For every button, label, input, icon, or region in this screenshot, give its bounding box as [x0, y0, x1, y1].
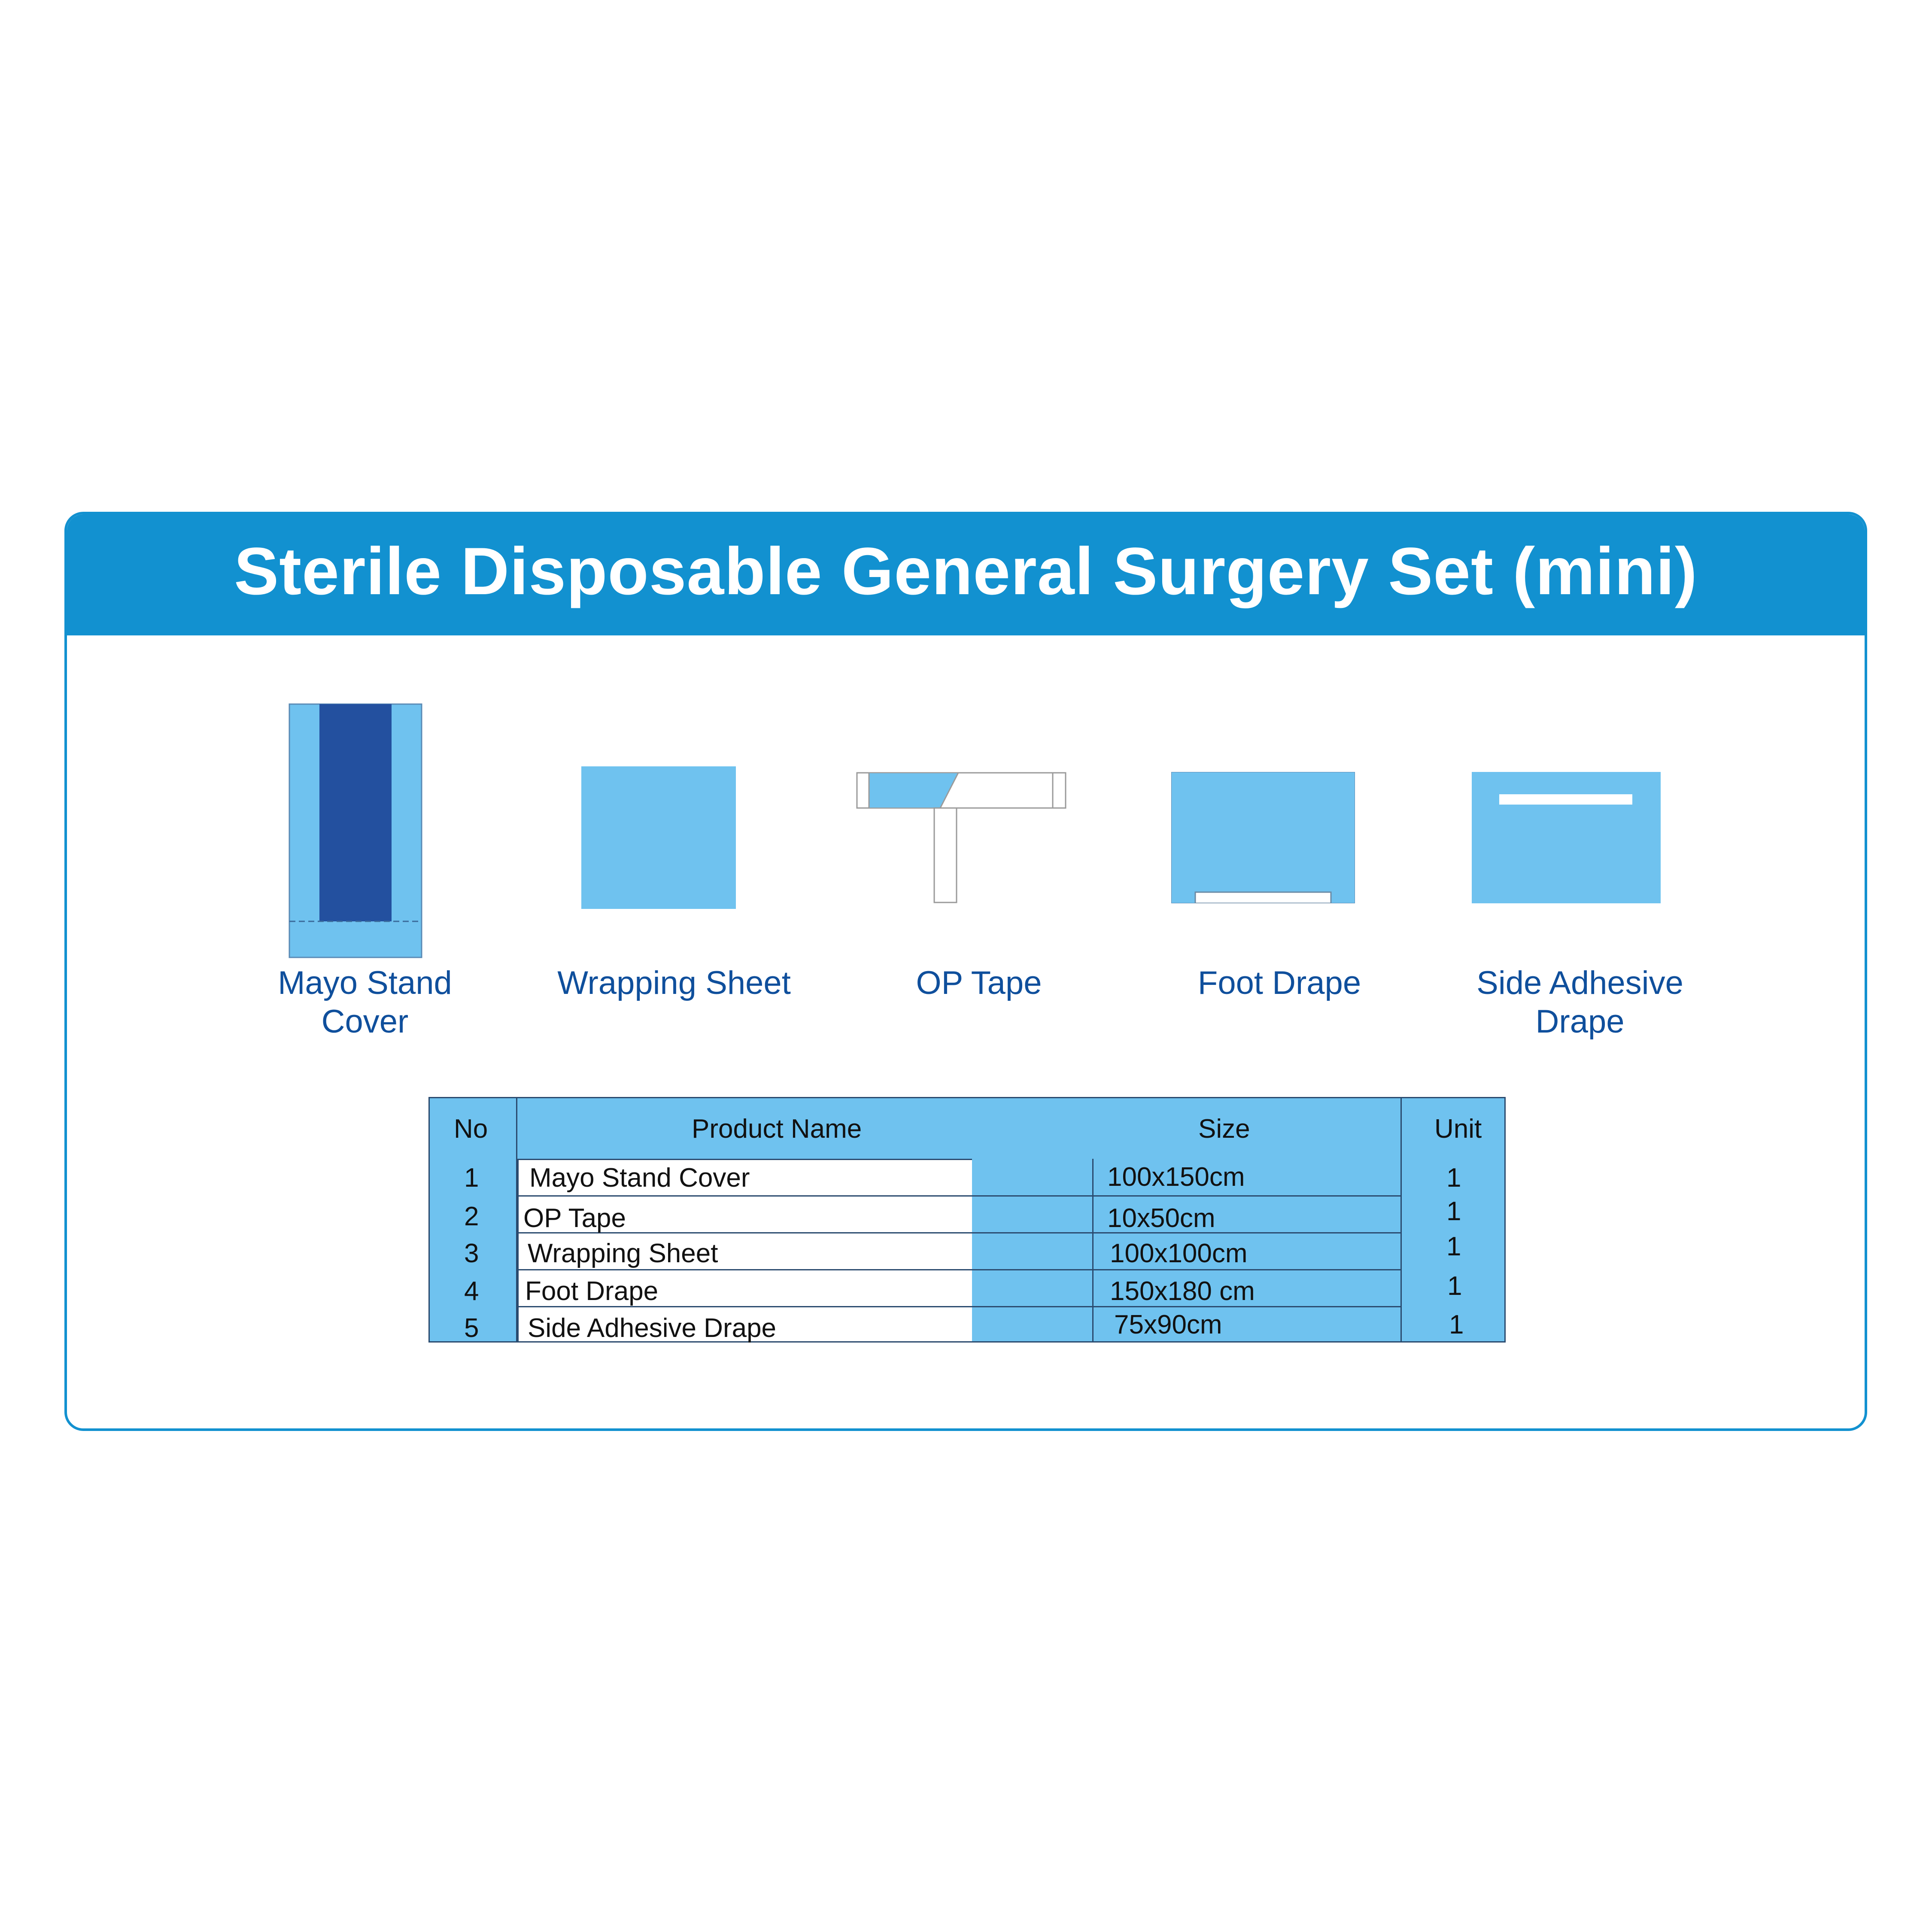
row-3-size: 100x100cm: [1110, 1239, 1248, 1268]
header-product-name: Product Name: [692, 1114, 862, 1144]
caption-foot-drape: Foot Drape: [1197, 965, 1361, 1001]
row-2-unit: 1: [1446, 1197, 1461, 1226]
mayo-stand-cover-icon: [289, 703, 422, 958]
row-3-product: Wrapping Sheet: [528, 1239, 718, 1268]
row-divider: [517, 1269, 1400, 1270]
row-2-product: OP Tape: [523, 1203, 626, 1233]
foot-drape-icon: [1171, 772, 1355, 903]
caption-mayo-stand-cover: Mayo Stand Cover: [278, 965, 452, 1040]
row-divider: [517, 1306, 1400, 1307]
column-divider: [1092, 1159, 1094, 1343]
row-1-product: Mayo Stand Cover: [529, 1163, 750, 1193]
header-no: No: [454, 1114, 488, 1144]
header-size: Size: [1198, 1114, 1250, 1144]
column-divider: [1400, 1098, 1402, 1341]
row-4-unit: 1: [1447, 1271, 1462, 1301]
caption-op-tape: OP Tape: [916, 965, 1042, 1001]
row-5-unit: 1: [1449, 1310, 1464, 1340]
row-3-unit: 1: [1446, 1232, 1461, 1261]
row-4-product: Foot Drape: [525, 1276, 659, 1306]
table-body: [517, 1159, 972, 1343]
caption-side-adhesive-drape: Side Adhesive Drape: [1476, 965, 1683, 1040]
row-4-size: 150x180 cm: [1110, 1276, 1255, 1306]
row-2-size: 10x50cm: [1107, 1203, 1215, 1233]
row-1-unit: 1: [1446, 1163, 1461, 1193]
op-tape-icon: [856, 772, 1066, 903]
caption-wrapping-sheet: Wrapping Sheet: [557, 965, 791, 1001]
row-2-no: 2: [464, 1202, 479, 1231]
row-5-no: 5: [464, 1313, 479, 1343]
row-5-product: Side Adhesive Drape: [528, 1313, 777, 1343]
wrapping-sheet-icon: [581, 766, 736, 909]
column-divider: [516, 1098, 517, 1341]
row-5-size: 75x90cm: [1114, 1310, 1222, 1340]
row-1-no: 1: [464, 1163, 479, 1193]
row-divider: [517, 1195, 1400, 1197]
header-unit: Unit: [1434, 1114, 1482, 1144]
row-divider: [517, 1232, 1400, 1233]
side-adhesive-drape-icon: [1472, 772, 1661, 903]
row-4-no: 4: [464, 1276, 479, 1306]
page-title: Sterile Disposable General Surgery Set (…: [234, 534, 1698, 609]
row-3-no: 3: [464, 1239, 479, 1268]
title-banner: Sterile Disposable General Surgery Set (…: [67, 514, 1865, 635]
contents-table: No Product Name Size Unit 1 Mayo Stand C…: [428, 1097, 1506, 1343]
row-1-size: 100x150cm: [1107, 1162, 1245, 1192]
